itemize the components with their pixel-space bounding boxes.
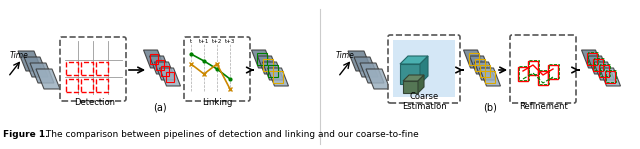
Polygon shape: [400, 64, 420, 84]
Bar: [161, 66, 169, 76]
Polygon shape: [403, 81, 418, 93]
Bar: [480, 65, 490, 77]
Text: The comparison between pipelines of detection and linking and our coarse-to-fine: The comparison between pipelines of dete…: [43, 130, 419, 139]
FancyBboxPatch shape: [60, 37, 126, 101]
Bar: [519, 66, 529, 80]
Bar: [66, 79, 78, 92]
Text: t: t: [190, 39, 192, 44]
Polygon shape: [400, 56, 428, 64]
Polygon shape: [418, 75, 424, 93]
Text: Time: Time: [336, 51, 355, 60]
Bar: [538, 71, 548, 85]
Polygon shape: [354, 57, 378, 77]
Bar: [156, 60, 164, 70]
Bar: [588, 52, 598, 64]
Polygon shape: [403, 75, 424, 81]
Polygon shape: [582, 50, 602, 68]
Bar: [528, 61, 538, 75]
Bar: [485, 71, 495, 83]
Bar: [393, 40, 455, 97]
FancyBboxPatch shape: [184, 37, 250, 101]
Polygon shape: [470, 56, 490, 74]
Polygon shape: [252, 50, 273, 68]
Polygon shape: [262, 62, 284, 80]
Bar: [600, 64, 610, 76]
Bar: [81, 62, 93, 75]
Polygon shape: [479, 68, 500, 86]
Polygon shape: [588, 56, 609, 74]
Polygon shape: [150, 56, 170, 74]
Bar: [273, 71, 283, 83]
FancyBboxPatch shape: [510, 35, 576, 103]
Bar: [96, 79, 108, 92]
Bar: [150, 54, 158, 64]
Text: Refinement: Refinement: [518, 102, 568, 111]
FancyBboxPatch shape: [388, 35, 460, 103]
Bar: [518, 67, 528, 81]
Bar: [268, 65, 278, 77]
Bar: [594, 58, 604, 70]
Bar: [81, 79, 93, 92]
Text: t+3: t+3: [225, 39, 235, 44]
Bar: [605, 71, 615, 83]
Bar: [263, 59, 273, 71]
Bar: [469, 53, 479, 65]
Polygon shape: [366, 69, 390, 89]
Text: Time: Time: [10, 51, 29, 60]
Polygon shape: [268, 68, 289, 86]
Text: Coarse
Estimation: Coarse Estimation: [402, 92, 446, 111]
Bar: [96, 62, 108, 75]
Bar: [593, 59, 603, 71]
Polygon shape: [154, 62, 175, 80]
Polygon shape: [18, 51, 42, 71]
Polygon shape: [593, 62, 614, 80]
Polygon shape: [360, 63, 384, 83]
Text: Figure 1.: Figure 1.: [3, 130, 49, 139]
Polygon shape: [24, 57, 48, 77]
Bar: [599, 65, 609, 77]
Bar: [529, 60, 539, 74]
Text: (b): (b): [483, 103, 497, 113]
Polygon shape: [36, 69, 60, 89]
Bar: [257, 53, 267, 65]
Polygon shape: [159, 68, 180, 86]
Bar: [548, 65, 558, 79]
Text: t+2: t+2: [212, 39, 222, 44]
Polygon shape: [474, 62, 495, 80]
Bar: [475, 59, 485, 71]
Bar: [166, 72, 174, 82]
Polygon shape: [30, 63, 54, 83]
Polygon shape: [348, 51, 372, 71]
Polygon shape: [600, 68, 621, 86]
Polygon shape: [257, 56, 278, 74]
Bar: [549, 64, 559, 78]
Polygon shape: [143, 50, 164, 68]
Text: (a): (a): [153, 103, 167, 113]
Bar: [66, 62, 78, 75]
Bar: [539, 70, 549, 84]
Text: Detection: Detection: [74, 98, 115, 107]
Polygon shape: [463, 50, 484, 68]
Polygon shape: [420, 56, 428, 84]
Text: Linking: Linking: [202, 98, 232, 107]
Bar: [587, 53, 597, 65]
Bar: [606, 70, 616, 82]
Text: t+1: t+1: [199, 39, 209, 44]
